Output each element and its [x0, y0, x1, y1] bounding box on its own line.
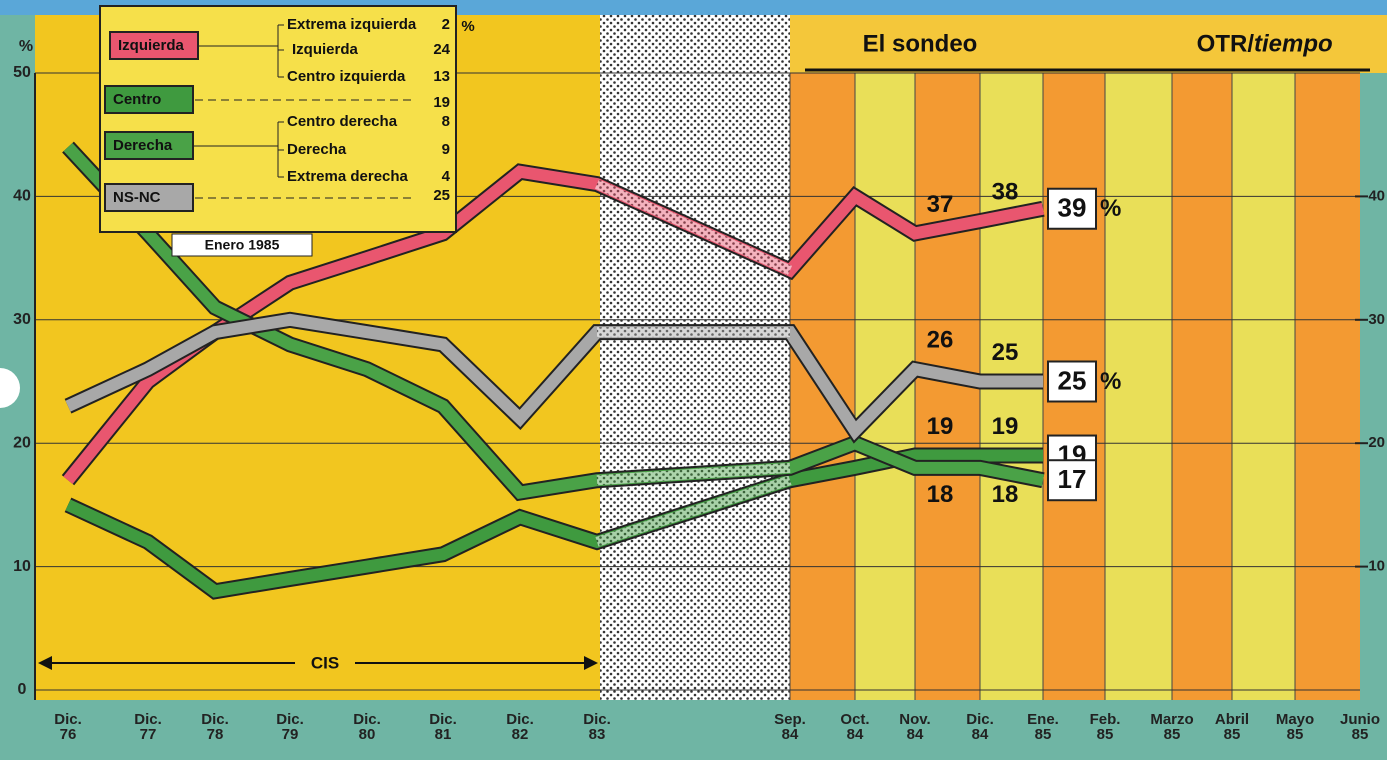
value-label: 18: [992, 481, 1019, 508]
legend-share: 19: [433, 94, 450, 111]
value-label: 25: [1058, 365, 1087, 395]
value-label-box: [1047, 459, 1097, 502]
legend-item-value: 13: [433, 68, 450, 85]
value-label: 18: [927, 481, 954, 508]
y-axis-label: %: [19, 38, 33, 55]
x-tick-label: Ene. 85: [1027, 711, 1059, 743]
x-tick-label: Dic. 83: [583, 711, 611, 743]
legend-item-value: 8: [442, 113, 450, 130]
x-tick-label: Abril 85: [1214, 711, 1250, 743]
y-tick-label: 0: [18, 681, 27, 698]
value-label: 26: [927, 327, 954, 354]
cis-label-bg: [295, 652, 355, 674]
header-band: [790, 15, 1387, 73]
legend-swatch: [104, 85, 194, 114]
interpolation-overlay: [596, 462, 791, 486]
legend-item-label: Izquierda: [292, 41, 359, 58]
legend-item-label: Extrema derecha: [287, 168, 409, 185]
x-tick-label: Sep. 84: [774, 711, 806, 743]
y-tick-label: 50: [13, 64, 31, 81]
legend-swatch: [109, 31, 199, 60]
value-label-unit: %: [1100, 195, 1121, 222]
month-stripe: [1105, 73, 1172, 700]
y-tick-label: 40: [13, 188, 31, 205]
x-tick-label: Feb. 85: [1089, 711, 1121, 743]
value-label: 37: [927, 191, 954, 218]
gap-panel: [600, 15, 790, 700]
month-stripe: [1172, 73, 1232, 700]
punch-hole: [0, 368, 20, 408]
legend-item-value: 9: [442, 141, 450, 158]
x-tick-label: Dic. 82: [506, 711, 534, 743]
x-tick-label: Dic. 76: [54, 711, 82, 743]
header-left: El sondeo: [863, 30, 978, 57]
legend-item-label: Centro derecha: [287, 113, 398, 130]
value-label: 39: [1058, 193, 1087, 223]
legend-title: Enero 1985: [205, 237, 280, 253]
interpolation-overlay: [595, 475, 792, 547]
legend-label: Izquierda: [118, 37, 185, 54]
line: [63, 142, 1045, 500]
legend-item-value: 24: [433, 41, 450, 58]
legend-swatch: [104, 131, 194, 160]
x-tick-label: Junio 85: [1340, 711, 1380, 743]
x-tick-label: Dic. 79: [276, 711, 304, 743]
y-tick-label: 30: [13, 311, 31, 328]
value-label-box: [1047, 360, 1097, 403]
x-tick-label: Dic. 78: [201, 711, 229, 743]
month-stripe: [1295, 73, 1360, 700]
legend-label: Centro: [113, 91, 161, 108]
x-tick-label: Oct. 84: [840, 711, 870, 743]
value-label: 17: [1058, 464, 1087, 494]
x-tick-label: Dic. 80: [353, 711, 381, 743]
y-tick-label: 20: [13, 434, 31, 451]
legend-title-box: [171, 233, 313, 257]
interpolation-overlay: [594, 179, 793, 276]
value-label: 19: [992, 413, 1019, 440]
header-right-italic: tiempo: [1254, 30, 1333, 57]
line: [65, 313, 1043, 441]
x-tick-label: Dic. 77: [134, 711, 162, 743]
lines: [61, 141, 1045, 600]
y2-tick-label: 30: [1368, 311, 1385, 328]
value-label-unit: %: [1100, 368, 1121, 395]
value-label: 38: [992, 178, 1019, 205]
y2-tick-label: 20: [1368, 434, 1385, 451]
stripes: [789, 73, 1360, 700]
x-tick-label: Nov. 84: [899, 711, 931, 743]
cis-label: CIS: [311, 653, 339, 672]
legend-unit: %: [461, 18, 474, 35]
y2-tick-label: 40: [1368, 187, 1385, 204]
legend: Enero 1985 Izquierda Extrema izquierda 2 Iz…: [99, 5, 475, 257]
value-label-box: [1047, 187, 1097, 230]
month-stripe: [1232, 73, 1295, 700]
value-label: 19: [927, 413, 954, 440]
y-tick-label: 10: [13, 558, 31, 575]
value-label: 25: [992, 339, 1019, 366]
legend-label: NS-NC: [113, 189, 161, 206]
x-tick-label: Marzo 85: [1150, 711, 1194, 743]
x-tick-label: Mayo 85: [1275, 711, 1315, 743]
x-tick-label: Dic. 81: [429, 711, 457, 743]
legend-item-label: Centro izquierda: [287, 68, 406, 85]
legend-label: Derecha: [113, 137, 173, 154]
legend-item-value: 2: [442, 16, 450, 33]
legend-swatch: [104, 183, 194, 212]
legend-item-value: 4: [442, 168, 451, 185]
legend-share: 25: [433, 187, 450, 204]
x-tick-label: Dic. 84: [966, 711, 994, 743]
line: [65, 449, 1043, 598]
header-right: OTR/: [1197, 30, 1255, 57]
legend-item-label: Extrema izquierda: [287, 16, 417, 33]
legend-brace: [198, 25, 279, 77]
legend-item-label: Derecha: [287, 141, 347, 158]
y2-tick-label: 10: [1368, 558, 1385, 575]
